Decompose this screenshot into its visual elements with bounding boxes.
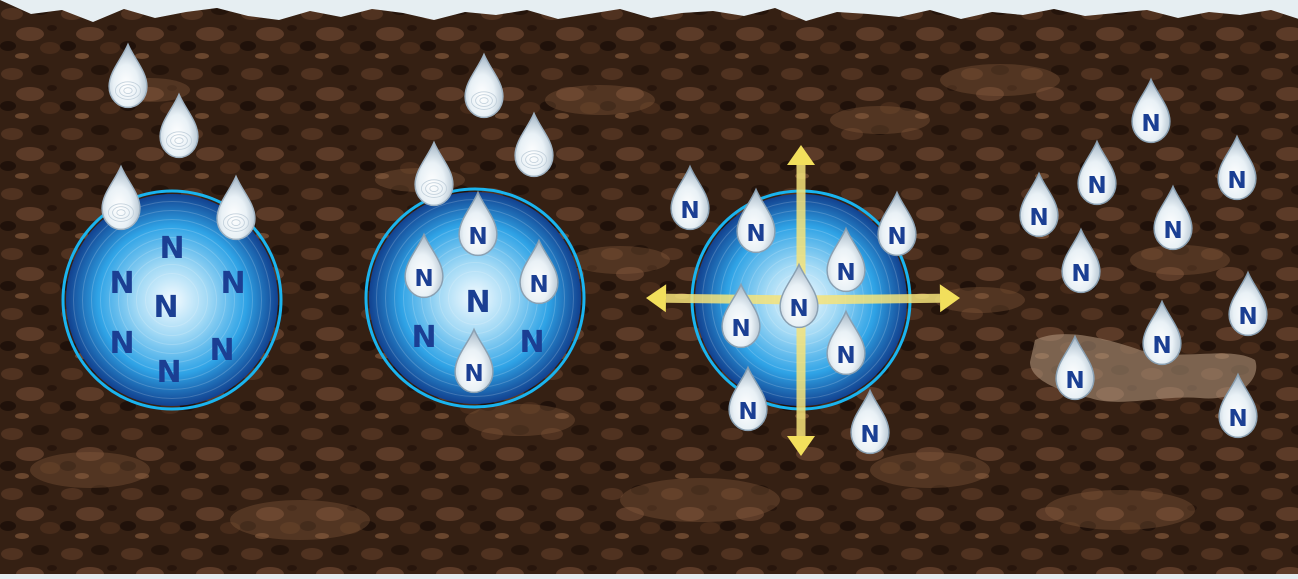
nutrient-letter: N (1152, 333, 1171, 359)
nutrient-letter: N (746, 221, 765, 247)
nutrient-letter: N (1228, 406, 1247, 432)
nutrient-letter: N (1065, 368, 1084, 394)
nutrient-drop: N (1217, 134, 1257, 201)
nutrient-drop: N (1077, 139, 1117, 206)
nutrient-letter: N (1141, 111, 1160, 137)
nutrient-letter: N (860, 422, 879, 448)
nutrient-letter: N (1087, 173, 1106, 199)
soil-clod (1130, 245, 1230, 275)
nutrient-letter: N (109, 326, 134, 361)
nutrient-letter: N (789, 296, 808, 322)
nutrient-letter: N (159, 231, 184, 266)
nutrient-drop: N (1019, 171, 1059, 238)
nutrient-letter: N (468, 224, 487, 250)
soil-clod (1045, 490, 1195, 530)
nutrient-letter: N (731, 316, 750, 342)
nutrient-letter: N (464, 361, 483, 387)
water-drop (514, 111, 554, 178)
nutrient-letter: N (529, 272, 548, 298)
nutrient-letter: N (836, 260, 855, 286)
granule-dry (61, 189, 283, 411)
nutrient-letter: N (411, 320, 436, 355)
soil-clod (935, 287, 1025, 313)
nutrient-drop: N (519, 238, 559, 305)
soil-clod (570, 246, 670, 274)
granule-rim (61, 189, 283, 411)
nutrient-letter: N (153, 290, 178, 325)
nutrient-letter: N (209, 333, 234, 368)
nutrient-drop: N (670, 164, 710, 231)
nutrient-letter: N (414, 266, 433, 292)
release-arrow (800, 284, 960, 313)
water-drop (464, 52, 504, 119)
nutrient-drop: N (1131, 77, 1171, 144)
nutrient-drop: N (1055, 334, 1095, 401)
stage-releasing-granule: N N N N N N N N N (646, 145, 960, 456)
nutrient-drop: N (850, 388, 890, 455)
water-drop (159, 92, 199, 159)
soil-clod (830, 106, 930, 134)
soil-clod (30, 452, 150, 488)
nutrient-drop: N (1228, 270, 1268, 337)
nutrient-letter: N (220, 266, 245, 301)
nutrient-drop: N (1142, 299, 1182, 366)
nutrient-drop: N (826, 309, 866, 376)
granule-body (66, 194, 278, 406)
nutrient-drop: N (826, 226, 866, 293)
nutrient-letter: N (680, 198, 699, 224)
stage-dispersed-nutrients: N N N N N N N N N N (1019, 77, 1268, 439)
stage-dry-granule: NN NNN NN (61, 42, 283, 411)
soil-clod (870, 452, 990, 488)
nutrient-letter: N (1227, 168, 1246, 194)
nutrient-letter: N (465, 285, 490, 320)
water-drop (216, 174, 256, 241)
nutrient-letter: N (1163, 218, 1182, 244)
nutrient-letter: N (1029, 205, 1048, 231)
nutrient-drop: N (721, 282, 761, 349)
soil-clod (940, 64, 1060, 96)
nutrient-drop: N (736, 187, 776, 254)
nutrient-letter: N (156, 355, 181, 390)
nutrient-drop: N (1218, 372, 1258, 439)
nutrient-drop: N (877, 190, 917, 257)
nutrient-letter: N (1071, 261, 1090, 287)
nutrient-letter: N (109, 266, 134, 301)
soil-clod (465, 404, 575, 436)
nutrient-letter: N (519, 325, 544, 360)
nutrient-drop: N (454, 327, 494, 394)
nutrient-drop: N (728, 365, 768, 432)
soil-clod (545, 85, 655, 115)
water-drop (101, 164, 141, 231)
nutrient-letter: N (836, 343, 855, 369)
nutrient-drop: N (779, 262, 819, 329)
stage-absorbing-granule: NN NNN NN (364, 52, 586, 409)
water-drop (108, 42, 148, 109)
water-drop (414, 140, 454, 207)
nutrient-letter: N (887, 224, 906, 250)
nutrient-drop: N (458, 190, 498, 257)
nutrient-letter: N (738, 399, 757, 425)
soil-clod (620, 478, 780, 522)
nutrient-drop: N (1153, 184, 1193, 251)
soil-clod (230, 500, 370, 540)
granule-rim (364, 187, 586, 409)
nutrient-drop: N (404, 232, 444, 299)
nutrient-letter: N (1238, 304, 1257, 330)
nutrient-drop: N (1061, 227, 1101, 294)
